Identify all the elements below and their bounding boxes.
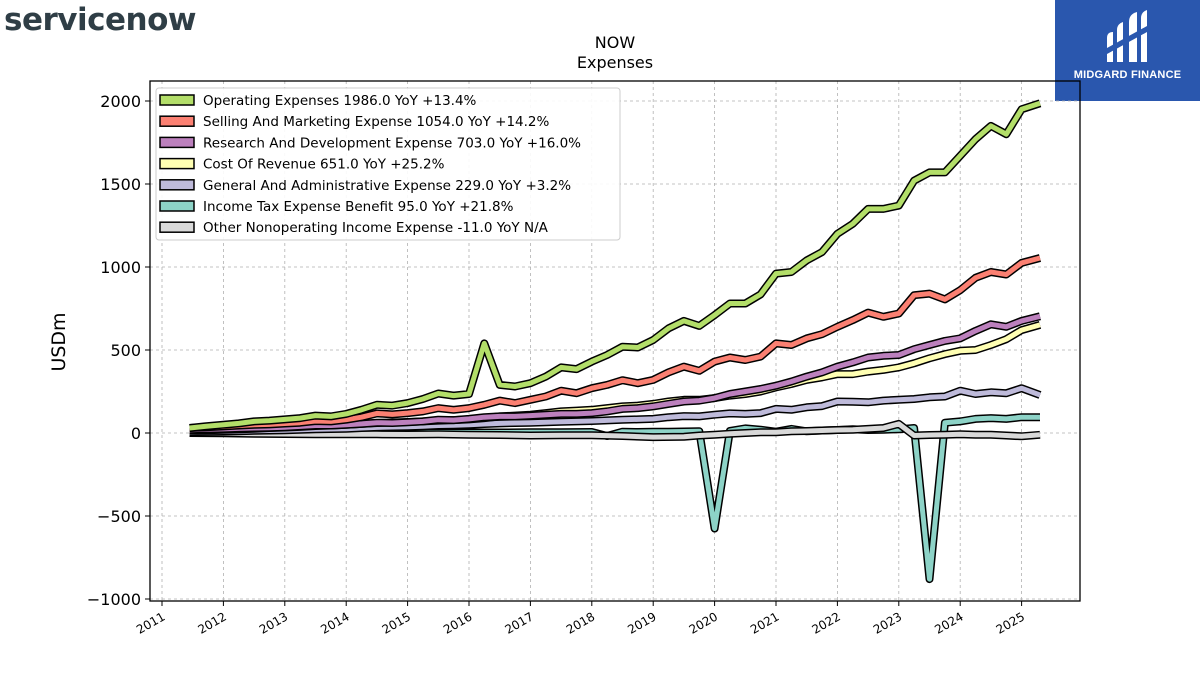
y-axis-ticks: −1000 −500 0 500 1000 1500 2000 bbox=[87, 92, 150, 609]
x-tick-label: 2020 bbox=[687, 609, 720, 636]
y-tick-label: 1500 bbox=[100, 175, 141, 194]
x-tick-label: 2021 bbox=[748, 609, 781, 636]
x-tick-label: 2023 bbox=[871, 609, 904, 636]
y-tick-label: 500 bbox=[110, 341, 141, 360]
chart-title: NOW bbox=[595, 33, 636, 52]
x-tick-label: 2025 bbox=[994, 609, 1027, 636]
x-tick-label: 2018 bbox=[564, 609, 597, 636]
series-line-selling-and-marketing-expense bbox=[189, 255, 1041, 431]
chart-legend: Operating Expenses 1986.0 YoY +13.4% Sell… bbox=[155, 87, 621, 241]
x-tick-label: 2015 bbox=[380, 609, 413, 636]
x-tick-label: 2017 bbox=[502, 609, 535, 636]
legend-swatch bbox=[159, 221, 195, 233]
legend-box bbox=[155, 87, 621, 241]
legend-label: Selling And Marketing Expense 1054.0 YoY… bbox=[203, 114, 549, 130]
legend-label: Research And Development Expense 703.0 Y… bbox=[203, 135, 581, 151]
legend-swatch bbox=[159, 136, 195, 149]
series-line-research-and-development-expense bbox=[189, 313, 1041, 433]
x-axis-ticks: 2011 2012 2013 2014 2015 2016 2017 2018 2019 2020… bbox=[134, 601, 1027, 637]
x-tick-label: 2016 bbox=[441, 609, 474, 636]
midgard-finance-logo: MIDGARD FINANCE bbox=[1055, 0, 1200, 101]
midgard-mark-icon bbox=[1107, 10, 1147, 62]
x-tick-label: 2013 bbox=[257, 609, 290, 636]
x-tick-label: 2022 bbox=[809, 609, 842, 636]
x-tick-label: 2024 bbox=[932, 609, 965, 636]
logo-text-servicenow: servicenow bbox=[4, 2, 197, 38]
plot-frame bbox=[149, 80, 1081, 602]
series-line-operating-expenses bbox=[189, 100, 1041, 431]
series-line-other-nonoperating-income-expense bbox=[189, 421, 1041, 440]
legend-label: Income Tax Expense Benefit 95.0 YoY +21.… bbox=[203, 199, 514, 215]
y-axis-label: USDm bbox=[48, 312, 70, 371]
x-tick-label: 2012 bbox=[195, 609, 228, 636]
x-tick-label: 2014 bbox=[318, 609, 351, 636]
chart-subtitle: Expenses bbox=[577, 53, 653, 72]
legend-label: Operating Expenses 1986.0 YoY +13.4% bbox=[203, 93, 477, 109]
y-tick-label: −1000 bbox=[87, 590, 141, 609]
legend-swatch bbox=[159, 157, 195, 170]
servicenow-logo: servicenow bbox=[4, 2, 197, 38]
y-tick-label: 2000 bbox=[100, 92, 141, 111]
legend-swatch bbox=[159, 115, 195, 127]
legend-swatch bbox=[159, 179, 195, 191]
y-tick-label: −500 bbox=[97, 507, 141, 526]
y-tick-label: 1000 bbox=[100, 258, 141, 277]
y-tick-label: 0 bbox=[131, 424, 141, 443]
midgard-finance-name: MIDGARD FINANCE bbox=[1073, 69, 1182, 81]
legend-label: Other Nonoperating Income Expense -11.0 … bbox=[203, 220, 549, 236]
series-lines bbox=[189, 99, 1042, 584]
x-tick-label: 2019 bbox=[625, 609, 658, 636]
legend-swatch bbox=[159, 200, 195, 212]
series-outline-income-tax-expense-benefit bbox=[189, 413, 1040, 584]
legend-label: General And Administrative Expense 229.0… bbox=[203, 178, 571, 194]
legend-label: Cost Of Revenue 651.0 YoY +25.2% bbox=[203, 157, 445, 173]
legend-swatch bbox=[159, 94, 195, 106]
x-tick-label: 2011 bbox=[134, 609, 167, 636]
